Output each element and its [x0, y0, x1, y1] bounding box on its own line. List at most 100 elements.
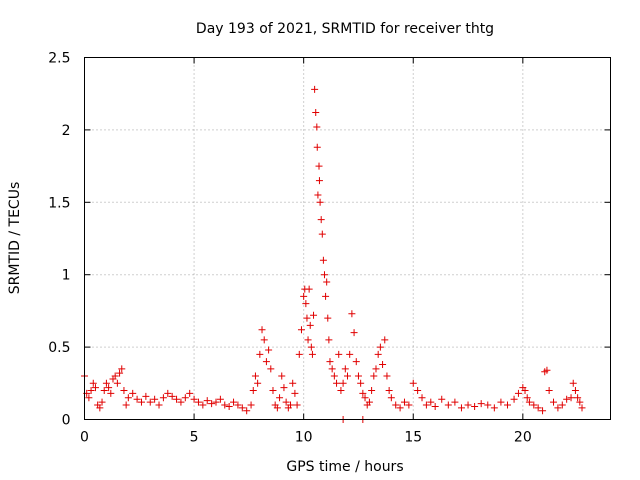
data-point [256, 350, 264, 358]
data-point [368, 387, 376, 395]
data-point [396, 404, 404, 412]
plot-frame [84, 57, 611, 420]
data-point [251, 372, 259, 380]
y-tick-label: 0.5 [48, 340, 70, 356]
data-point [414, 387, 422, 395]
data-point [221, 401, 229, 409]
data-point [574, 394, 582, 402]
data-point [258, 326, 266, 334]
y-tick-labels: 0 0.5 1 1.5 2 2.5 [48, 51, 70, 429]
data-point [569, 379, 577, 387]
data-point [91, 384, 99, 392]
data-point [151, 395, 159, 403]
data-point [405, 401, 413, 409]
data-point [418, 394, 426, 402]
data-point [523, 394, 531, 402]
data-point [550, 398, 558, 406]
data-point [539, 407, 547, 415]
data-point [164, 389, 172, 397]
data-point [194, 398, 202, 406]
data-point [113, 379, 121, 387]
data-point [291, 389, 299, 397]
data-point [319, 256, 327, 264]
data-point [303, 314, 311, 322]
data-point [254, 379, 262, 387]
data-point [409, 379, 417, 387]
data-point [333, 379, 341, 387]
data-point [186, 389, 194, 397]
data-point [208, 400, 216, 408]
data-point [346, 350, 354, 358]
data-point [359, 389, 367, 397]
data-point [335, 350, 343, 358]
data-point [120, 387, 128, 395]
x-tick-labels: 0 5 10 15 20 [80, 430, 532, 446]
y-tick-label: 1 [62, 268, 71, 284]
data-point [431, 402, 439, 410]
data-point [318, 230, 326, 238]
data-point [365, 398, 373, 406]
data-point [212, 398, 220, 406]
data-point [181, 394, 189, 402]
data-point [422, 401, 430, 409]
data-point [300, 292, 308, 300]
data-point [361, 394, 369, 402]
data-point [323, 278, 331, 286]
data-point [313, 143, 321, 151]
data-point [313, 123, 321, 131]
x-tick-label: 15 [404, 430, 422, 446]
data-point [98, 398, 106, 406]
data-point [490, 404, 498, 412]
data-point [293, 401, 301, 409]
data-point [278, 372, 286, 380]
data-point [295, 350, 303, 358]
data-point [262, 358, 270, 366]
data-point [289, 379, 297, 387]
data-point [247, 401, 255, 409]
data-point [105, 384, 113, 392]
data-point [578, 404, 586, 412]
data-point [305, 285, 313, 293]
data-point [392, 401, 400, 409]
data-point [85, 394, 93, 402]
y-tick-label: 0 [62, 413, 71, 429]
data-point [89, 379, 97, 387]
data-point [116, 369, 124, 377]
axis-ticks [84, 57, 611, 420]
data-point [100, 387, 108, 395]
data-point [387, 394, 395, 402]
data-point [354, 372, 362, 380]
data-point [311, 85, 319, 93]
data-point [376, 343, 384, 351]
data-point [372, 365, 380, 373]
data-point [316, 198, 324, 206]
data-point [379, 360, 387, 368]
data-point [282, 398, 290, 406]
data-point [190, 395, 198, 403]
data-point [352, 358, 360, 366]
data-point [464, 401, 472, 409]
data-point [312, 109, 320, 117]
data-point [155, 401, 163, 409]
data-point [249, 387, 257, 395]
data-point [243, 407, 251, 415]
data-point [306, 321, 314, 329]
data-point [234, 401, 242, 409]
data-point [146, 398, 154, 406]
data-point [280, 384, 288, 392]
data-point [339, 379, 347, 387]
data-point [370, 372, 378, 380]
data-point [304, 336, 312, 344]
x-axis-label: GPS time / hours [286, 459, 403, 475]
data-point [159, 394, 167, 402]
data-point [87, 387, 95, 395]
data-point [344, 372, 351, 380]
data-point [328, 365, 336, 373]
data-point [374, 350, 382, 358]
data-point [554, 404, 562, 412]
data-point [337, 387, 345, 395]
data-point [203, 397, 211, 405]
data-point [438, 395, 446, 403]
y-tick-label: 2.5 [48, 51, 70, 67]
data-point [287, 401, 295, 409]
